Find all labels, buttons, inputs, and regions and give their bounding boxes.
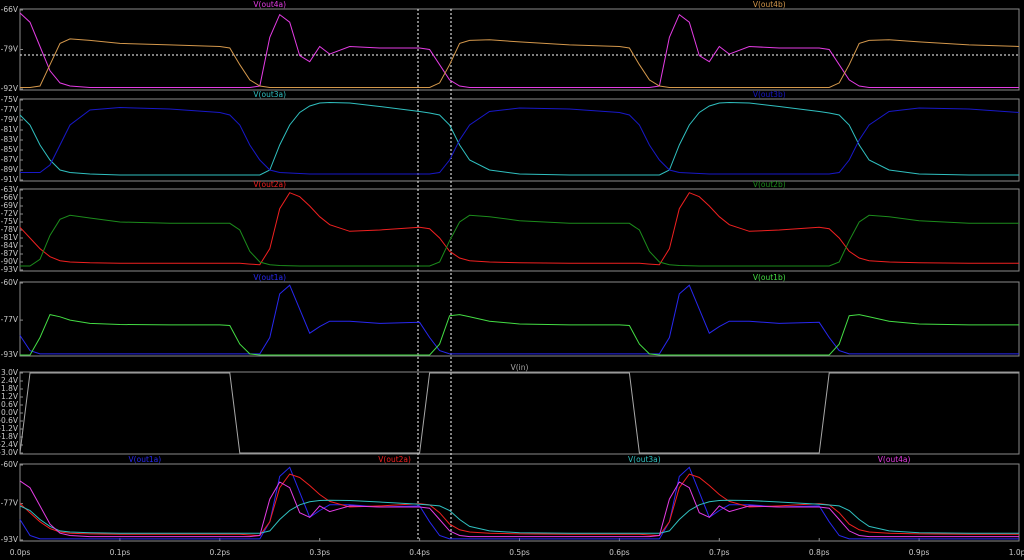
trace [20,214,1019,267]
x-tick-label: 0.4ps [409,548,430,557]
trace [19,101,1019,176]
trace [20,106,1020,175]
legend-entry: V(out1a) [253,273,286,282]
y-tick-label: -72V [1,209,19,218]
y-tick-label: -1.8V [0,432,19,441]
x-tick-label: 0.2ps [209,548,230,557]
y-tick-label: -81V [1,125,19,134]
x-tick-label: 0.3ps [309,548,330,557]
pane-frame [19,188,1020,272]
y-tick-label: -66V [1,193,19,202]
y-tick-label: -63V [1,185,19,194]
y-tick-label: -79V [1,115,19,124]
y-tick-label: -3.0V [0,448,19,457]
legend-entry: V(out4a) [253,0,286,9]
y-tick-label: -75V [1,95,19,104]
trace [20,38,1020,88]
legend-entry: V(out4a) [878,455,911,464]
y-tick-label: 1.2V [1,392,19,401]
y-tick-label: -77V [1,315,19,324]
legend-entry: V(out2a) [253,180,286,189]
y-tick-label: 3.0V [1,368,19,377]
y-tick-label: -75V [1,217,19,226]
y-tick-label: -79V [1,45,19,54]
y-tick-label: -81V [1,233,19,242]
y-tick-label: 2.4V [1,376,19,385]
trace [20,314,1019,356]
y-tick-label: -93V [1,350,19,359]
legend-entry: V(out3a) [253,90,286,99]
y-tick-label: -60V [1,278,19,287]
y-tick-label: -69V [1,201,19,210]
y-tick-label: -0.6V [0,416,19,425]
legend-entry: V(out1a) [129,455,162,464]
legend-entry: V(out3a) [628,455,661,464]
legend-entry: V(out4b) [753,0,786,9]
trace [19,372,1019,454]
y-tick-label: 1.8V [1,384,19,393]
pane-frame [19,371,1020,455]
y-tick-label: -2.4V [0,440,19,449]
x-tick-label: 0.0ps [10,548,31,557]
x-tick-label: 0.5ps [509,548,530,557]
x-tick-label: 0.1ps [110,548,131,557]
legend-entry: V(out1b) [753,273,786,282]
x-tick-label: 0.9ps [909,548,930,557]
trace [19,12,1019,88]
y-tick-label: -84V [1,241,19,250]
y-tick-label: -92V [1,84,19,93]
trace [19,480,1019,538]
y-tick-label: -93V [1,535,19,544]
x-tick-label: 0.7ps [709,548,730,557]
y-tick-label: -77V [1,105,19,114]
x-tick-label: 1.0ps [1009,548,1024,557]
y-tick-label: -78V [1,225,19,234]
legend-entry: V(out2b) [753,180,786,189]
trace [19,466,1019,540]
y-tick-label: -1.2V [0,424,19,433]
y-tick-label: -60V [1,460,19,469]
y-tick-label: -77V [1,499,19,508]
x-tick-label: 0.8ps [809,548,830,557]
legend-entry: V(out2a) [378,455,411,464]
trace [19,499,1019,534]
y-tick-label: -90V [1,257,19,266]
y-tick-label: -85V [1,145,19,154]
y-tick-label: -89V [1,165,19,174]
legend-entry: V(out3b) [753,90,786,99]
y-tick-label: -87V [1,155,19,164]
pane-frames [19,8,1020,542]
y-tick-label: 0.6V [1,400,19,409]
legend-entry: V(in) [511,363,529,372]
y-tick-label: 0.0V [1,408,19,417]
y-tick-label: -66V [1,5,19,14]
y-tick-label: -91V [1,175,19,184]
pane-frame [19,463,1020,542]
x-tick-label: 0.6ps [609,548,630,557]
pane-frame [19,98,1020,182]
pane-frame [19,281,1020,357]
trace [19,284,1019,355]
y-tick-label: -93V [1,265,19,274]
y-tick-label: -83V [1,135,19,144]
pane-frame [19,8,1020,91]
y-tick-label: -87V [1,249,19,258]
trace [19,192,1019,266]
